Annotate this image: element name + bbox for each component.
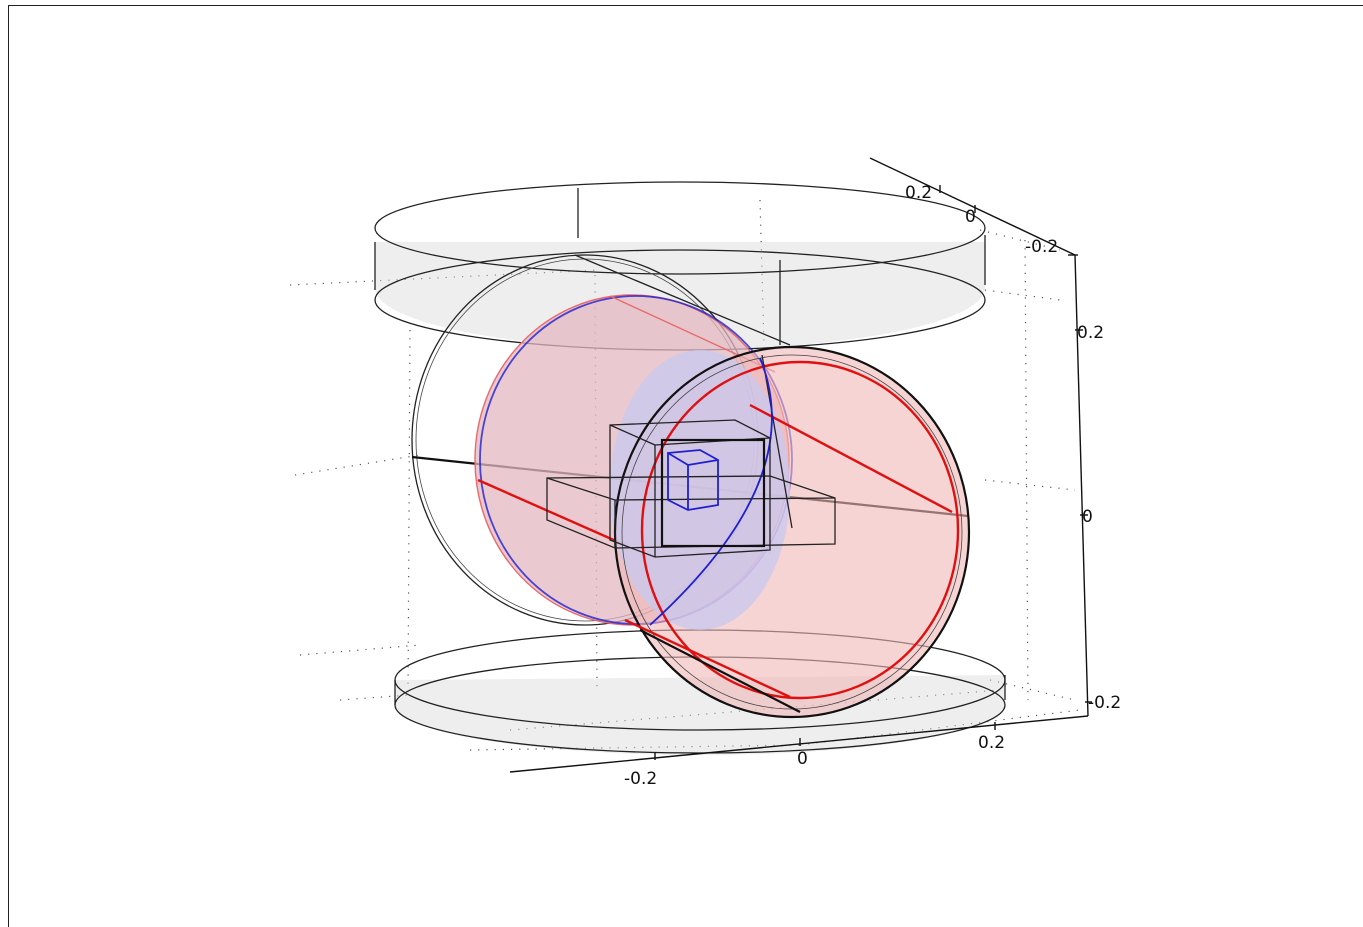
x-tick-label: -0.2 (624, 769, 657, 789)
central-box-assembly (546, 419, 836, 558)
top-disk (374, 181, 986, 351)
axes (509, 157, 1092, 773)
vertical-axis-line (1074, 254, 1089, 717)
x-axis-line (509, 715, 1089, 773)
x-tick-label: 0 (797, 749, 808, 769)
grid-lines (289, 199, 1081, 751)
z-tick-label: 0.2 (1077, 323, 1104, 343)
y-tick-label: 0.2 (905, 183, 932, 203)
y-tick-label: 0 (965, 207, 976, 227)
y-tick-label: -0.2 (1025, 237, 1058, 257)
tick-labels: -0.2 0 0.2 -0.2 0 0.2 -0.2 0 0.2 (624, 183, 1121, 789)
depth-axis-line (869, 157, 1076, 256)
z-tick-label: -0.2 (1088, 693, 1121, 713)
plot-frame (8, 5, 1363, 927)
z-tick-label: 0 (1082, 507, 1093, 527)
x-tick-label: 0.2 (978, 733, 1005, 753)
front-cylinder-face (610, 345, 971, 719)
